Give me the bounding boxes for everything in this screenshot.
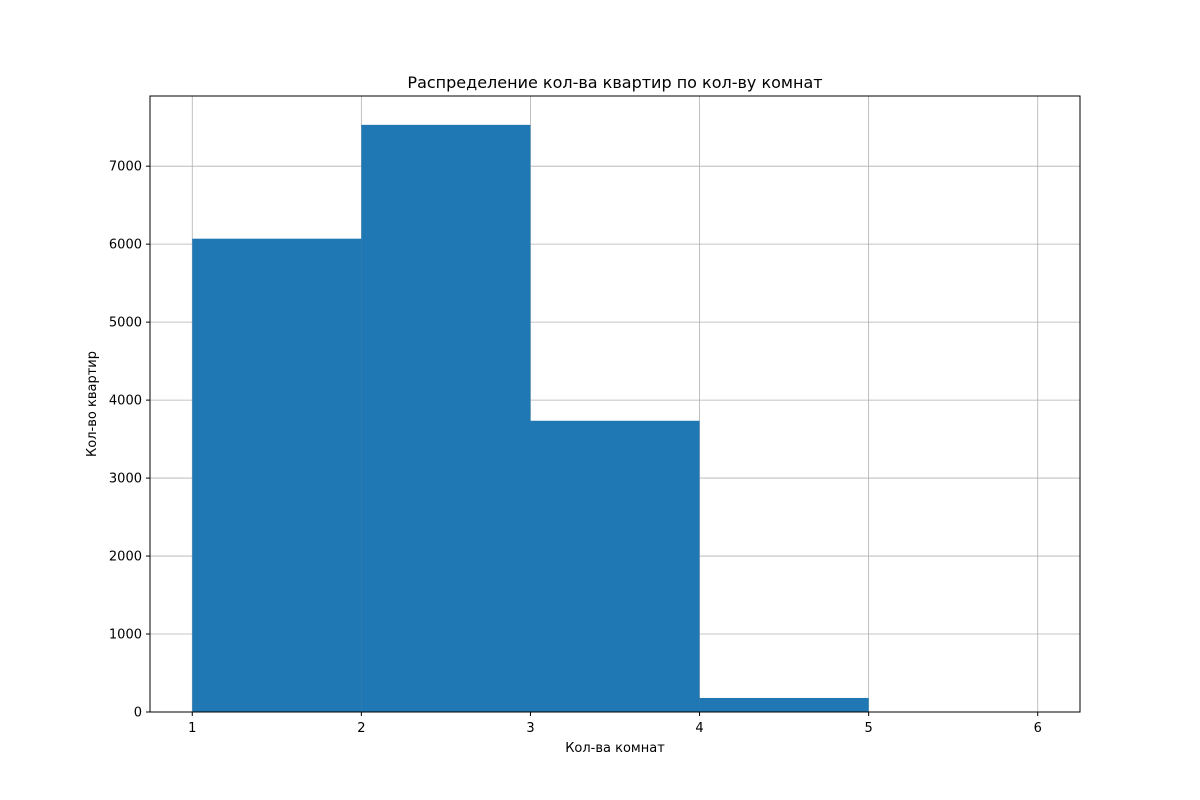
y-tick-label: 1000 xyxy=(109,628,142,643)
y-axis-ticks: 0 1000 2000 3000 4000 5000 6000 7000 xyxy=(109,160,150,721)
axes-frame xyxy=(149,95,1081,713)
y-tick-label: 3000 xyxy=(109,472,142,487)
x-tick-label: 3 xyxy=(526,721,534,736)
x-tick-label: 6 xyxy=(1034,721,1042,736)
y-tick-label: 5000 xyxy=(109,316,142,331)
x-axis-ticks: 1 2 3 4 5 6 xyxy=(188,712,1042,736)
x-tick-label: 4 xyxy=(695,721,703,736)
x-tick-label: 1 xyxy=(188,721,196,736)
x-tick-label: 2 xyxy=(357,721,365,736)
histogram-bar xyxy=(530,420,700,712)
y-tick-label: 2000 xyxy=(109,550,142,565)
x-tick-label: 5 xyxy=(864,721,872,736)
histogram-bar xyxy=(699,697,869,712)
x-axis-label: Кол-ва комнат xyxy=(565,741,665,756)
histogram-bar xyxy=(192,238,362,712)
y-axis-label: Кол-во квартир xyxy=(85,351,100,457)
y-tick-label: 7000 xyxy=(109,160,142,175)
y-tick-label: 4000 xyxy=(109,394,142,409)
y-tick-label: 6000 xyxy=(109,238,142,253)
histogram-bar xyxy=(361,124,531,712)
bars-layer xyxy=(192,124,869,712)
chart-title: Распределение кол-ва квартир по кол-ву к… xyxy=(407,73,822,92)
y-tick-label: 0 xyxy=(134,706,142,721)
